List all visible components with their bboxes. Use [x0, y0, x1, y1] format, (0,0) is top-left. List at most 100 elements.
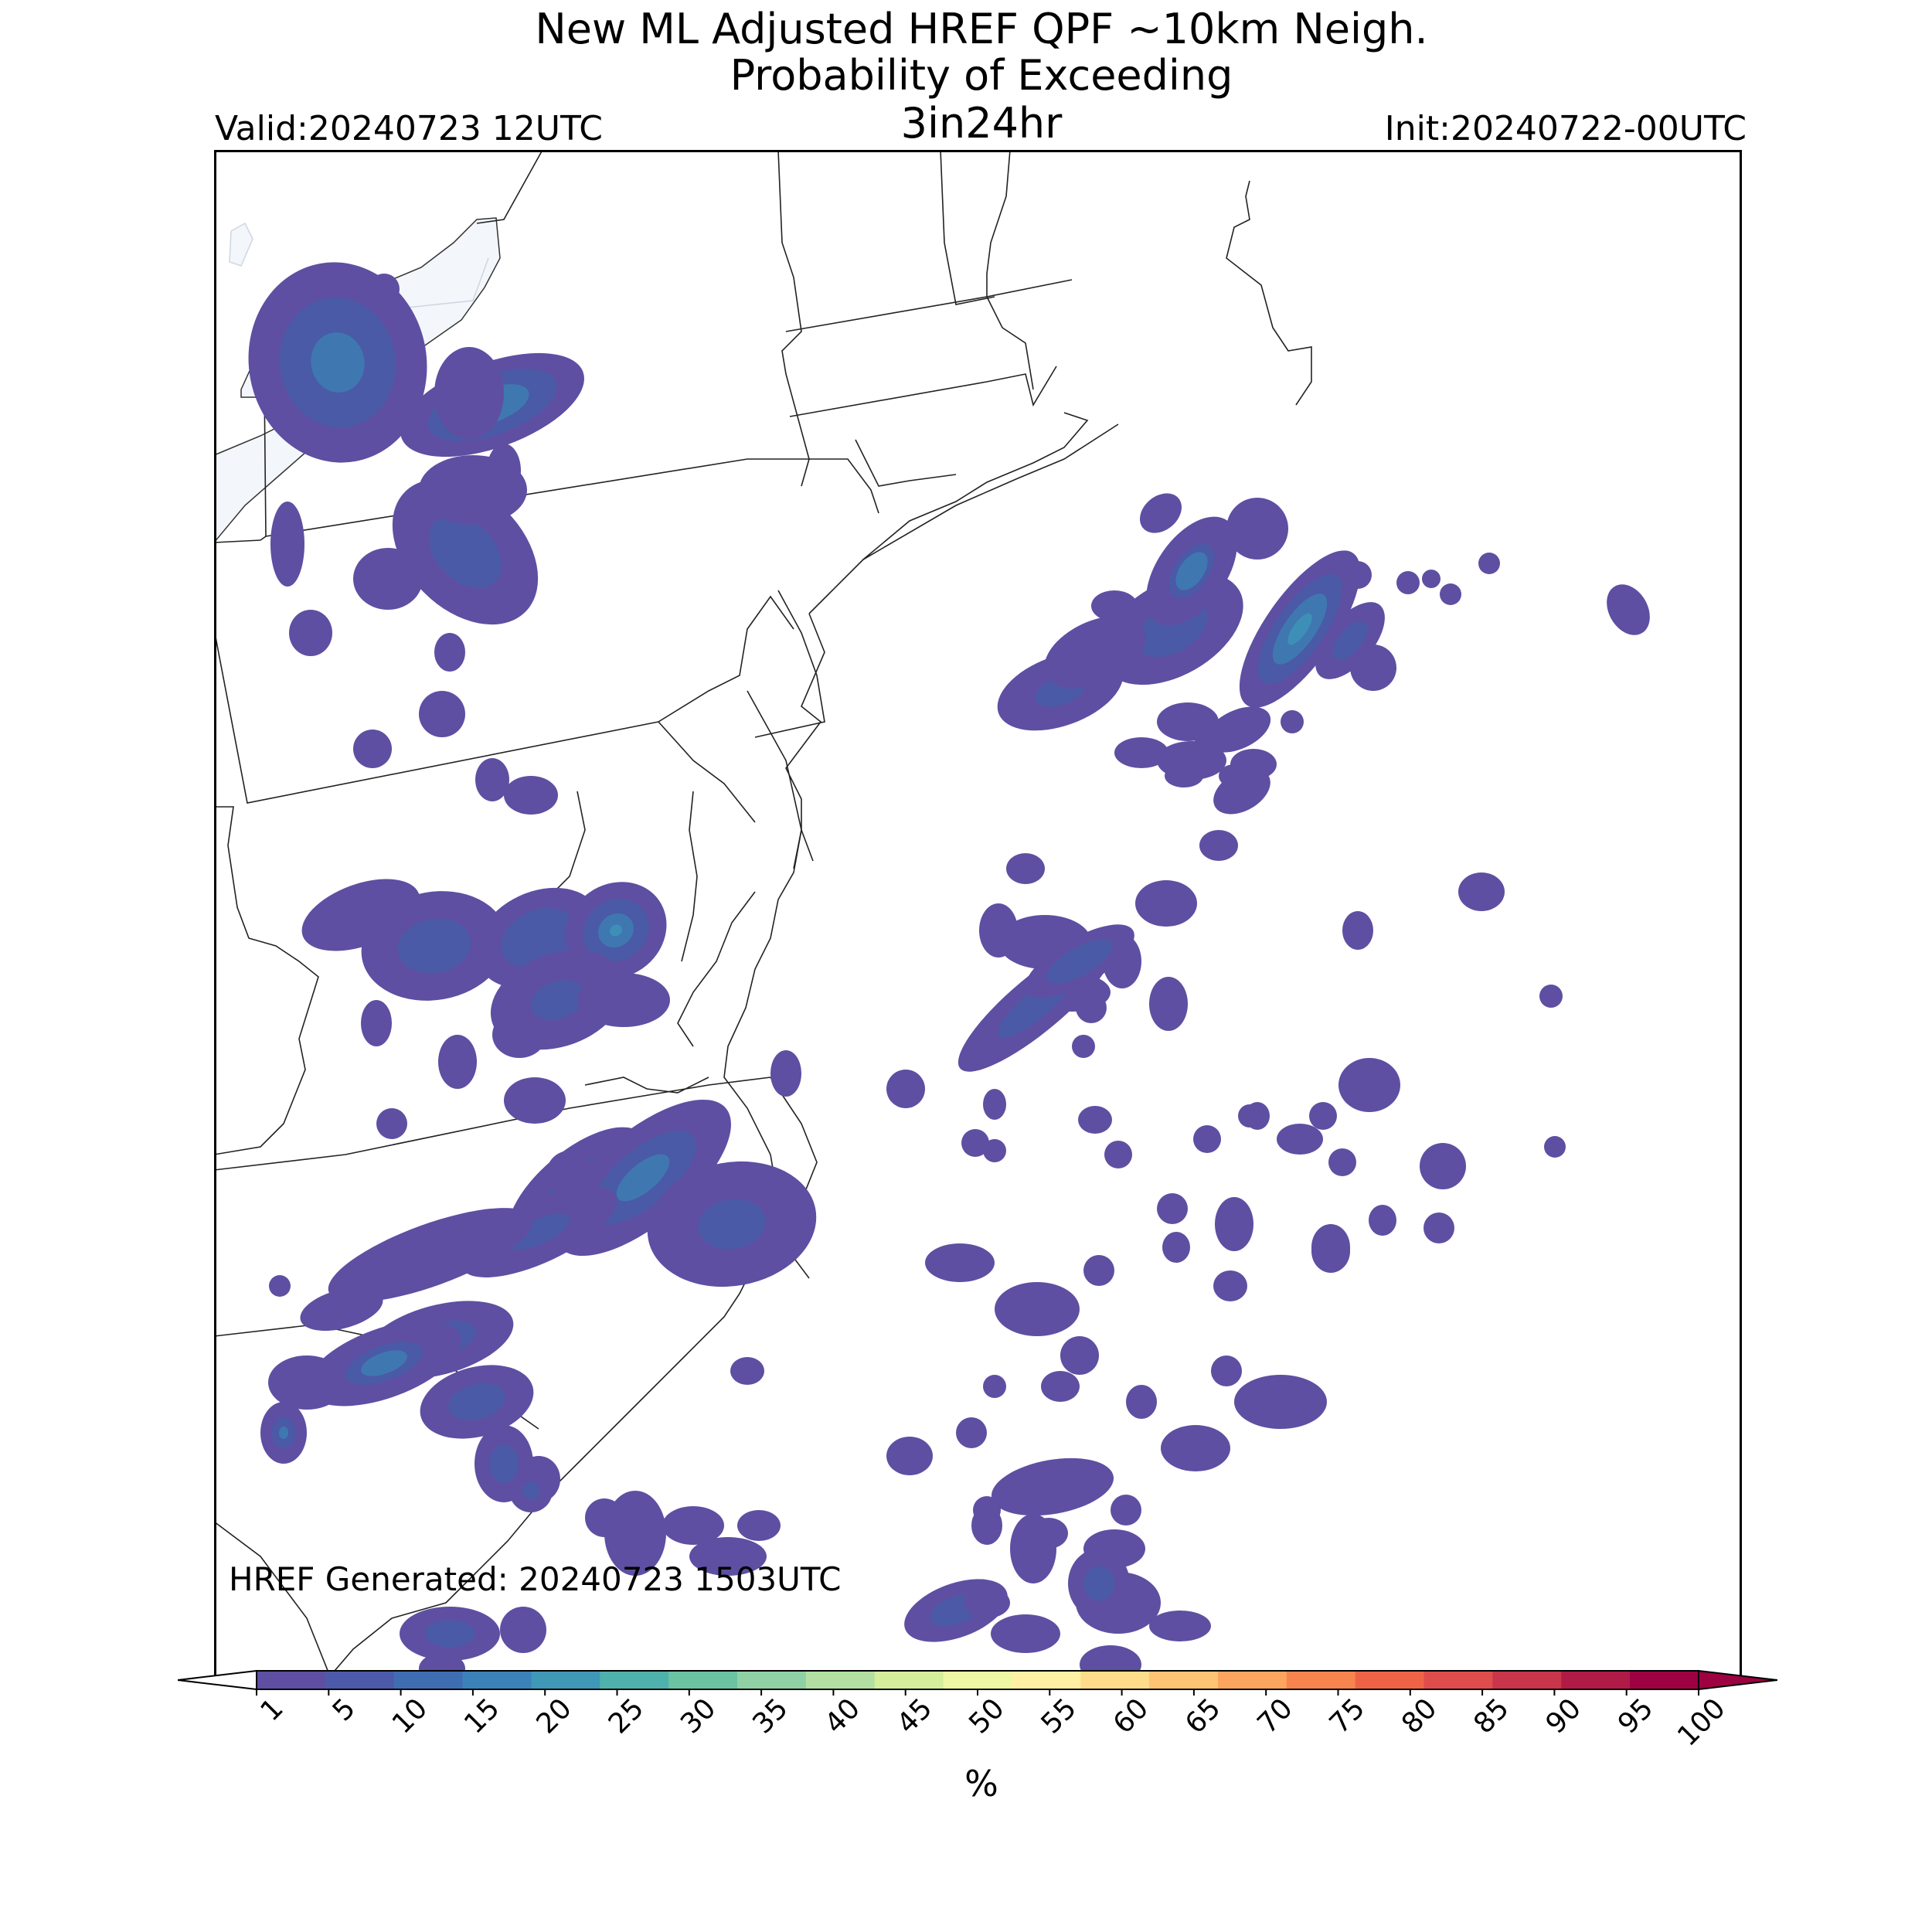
probability-area — [500, 1607, 546, 1653]
probability-area — [520, 1097, 542, 1119]
probability-area — [737, 1510, 781, 1541]
colorbar-tick-label: 5 — [327, 1692, 362, 1727]
colorbar-tick-label: 50 — [963, 1692, 1010, 1740]
probability-area — [983, 1375, 1006, 1398]
probability-area — [311, 332, 365, 393]
probability-area — [1044, 616, 1146, 689]
probability-area — [886, 1437, 933, 1475]
probability-area — [1072, 1035, 1095, 1058]
colorbar-cell — [462, 1671, 532, 1689]
probability-area — [1213, 1270, 1247, 1301]
map-canvas — [214, 150, 1650, 1676]
probability-area — [353, 730, 392, 768]
probability-area — [1281, 710, 1304, 733]
probability-area — [1422, 570, 1440, 588]
probability-area — [1215, 1197, 1253, 1251]
probability-area — [1342, 911, 1373, 950]
probability-area — [1111, 1495, 1141, 1526]
colorbar-under-arrow — [178, 1669, 257, 1691]
probability-area — [1060, 1336, 1099, 1375]
colorbar-tick-label: 40 — [819, 1692, 866, 1740]
colorbar-cell — [874, 1671, 944, 1689]
probability-area — [434, 633, 465, 672]
probability-area — [397, 918, 471, 974]
colorbar-cell — [531, 1671, 600, 1689]
probability-area — [1157, 1193, 1188, 1224]
colorbar-tick-label: 35 — [747, 1692, 794, 1740]
probability-area — [1311, 1230, 1350, 1273]
probability-area — [961, 1129, 989, 1157]
probability-area — [1369, 1205, 1396, 1236]
probability-area — [300, 1287, 383, 1332]
probability-field — [248, 262, 1650, 1676]
probability-area — [1219, 764, 1250, 787]
colorbar-cell — [393, 1671, 464, 1689]
init-time-label: Init:20240722-00UTC — [1384, 109, 1747, 148]
probability-area — [1046, 939, 1113, 984]
probability-area — [616, 1154, 670, 1202]
probability-area — [1421, 1149, 1464, 1183]
probability-area — [1332, 621, 1368, 660]
colorbar-over-arrow — [1698, 1669, 1777, 1691]
colorbar-tick-label: 20 — [530, 1692, 577, 1740]
colorbar-tick-label: 15 — [458, 1692, 505, 1740]
probability-area — [1080, 1645, 1141, 1676]
colorbar-tick-label: 25 — [603, 1692, 650, 1740]
probability-area — [1423, 1213, 1454, 1243]
colorbar-cell — [943, 1671, 1013, 1689]
colorbar-tick-label: 1 — [254, 1692, 289, 1727]
probability-area — [1199, 830, 1238, 861]
probability-area — [428, 515, 502, 589]
probability-area — [1104, 1141, 1132, 1168]
colorbar-cells — [256, 1670, 1699, 1690]
probability-area — [1539, 985, 1563, 1008]
probability-area — [925, 1243, 995, 1282]
generated-time-label: HREF Generated: 20240723 1503UTC — [229, 1560, 842, 1598]
probability-area — [1078, 1106, 1112, 1134]
colorbar-tick-label: 95 — [1612, 1692, 1659, 1740]
map-title-line-1: New ML Adjusted HREF QPF ~10km Neigh. — [535, 5, 1428, 53]
probability-area — [991, 1458, 1114, 1516]
colorbar-tick-label: 10 — [386, 1692, 434, 1740]
probability-area — [1083, 1566, 1114, 1601]
probability-area — [1607, 584, 1650, 635]
probability-area — [361, 1000, 392, 1046]
probability-area — [475, 758, 509, 801]
probability-area — [1114, 737, 1168, 768]
probability-area — [730, 1357, 764, 1385]
colorbar-tick-label: 90 — [1540, 1692, 1587, 1740]
colorbar-cell — [1286, 1671, 1356, 1689]
probability-area — [434, 347, 504, 440]
colorbar-unit-label: % — [964, 1763, 998, 1804]
probability-area — [279, 1427, 288, 1439]
colorbar-cell — [668, 1671, 738, 1689]
probability-area — [1440, 583, 1461, 605]
colorbar-tick-label: 80 — [1396, 1692, 1443, 1740]
colorbar-cell — [1080, 1671, 1150, 1689]
colorbar-tick-label: 70 — [1251, 1692, 1298, 1740]
probability-area — [610, 924, 622, 937]
probability-area — [1338, 1058, 1400, 1112]
probability-area — [1161, 1425, 1230, 1471]
probability-area — [1006, 853, 1045, 884]
probability-area — [1344, 561, 1372, 589]
probability-area — [886, 1070, 925, 1108]
probability-area — [973, 1496, 1001, 1524]
probability-area — [507, 1213, 570, 1250]
probability-area — [1076, 992, 1107, 1023]
probability-area — [531, 980, 585, 1020]
colorbar-cell — [1561, 1671, 1631, 1689]
probability-area — [1149, 1611, 1211, 1641]
probability-area — [438, 1035, 477, 1089]
probability-area — [1211, 1355, 1242, 1386]
probability-area — [419, 455, 527, 525]
probability-area — [1041, 1371, 1080, 1402]
probability-area — [1126, 1385, 1157, 1419]
colorbar-tick-label: 100 — [1672, 1692, 1732, 1753]
probability-area — [424, 1620, 475, 1648]
colorbar-cell — [1218, 1671, 1287, 1689]
probability-area — [770, 1050, 801, 1097]
colorbar-tick-label: 60 — [1107, 1692, 1155, 1740]
probability-area — [270, 502, 304, 587]
probability-area — [1458, 872, 1505, 911]
